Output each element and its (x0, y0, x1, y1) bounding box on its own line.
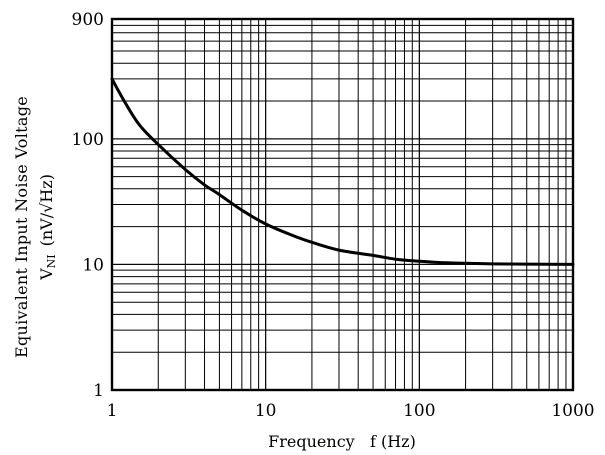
y-axis-subscript: NI (45, 254, 58, 268)
y-axis-units: (nV/√Hz) (37, 174, 56, 246)
svg-text:VNI(nV/√Hz): VNI (nV/√Hz) (37, 174, 58, 281)
noise-curve-line (110, 77, 575, 266)
y-axis-label-line1: Equivalent Input Noise Voltage (12, 96, 31, 358)
x-tick-label: 10 (255, 401, 277, 421)
x-tick-label: 100 (403, 401, 435, 421)
grid-lines (112, 19, 573, 390)
x-tick-label: 1000 (551, 401, 594, 421)
y-tick-label: 900 (72, 10, 104, 30)
y-axis-symbol: V (37, 268, 56, 281)
y-axis-label-units: VNI (nV/√Hz) (37, 174, 58, 281)
y-tick-label: 10 (82, 255, 104, 275)
tick-labels: 1 10 100 1000 1 10 100 900 (72, 10, 595, 421)
data-layer (110, 77, 575, 266)
x-tick-label: 1 (107, 401, 118, 421)
plot-frame (110, 17, 575, 392)
y-tick-label: 100 (72, 130, 104, 150)
y-axis-label: Equivalent Input Noise Voltage (12, 96, 31, 358)
x-axis-label: Frequency f (Hz) (268, 432, 416, 451)
y-tick-label: 1 (93, 381, 104, 401)
